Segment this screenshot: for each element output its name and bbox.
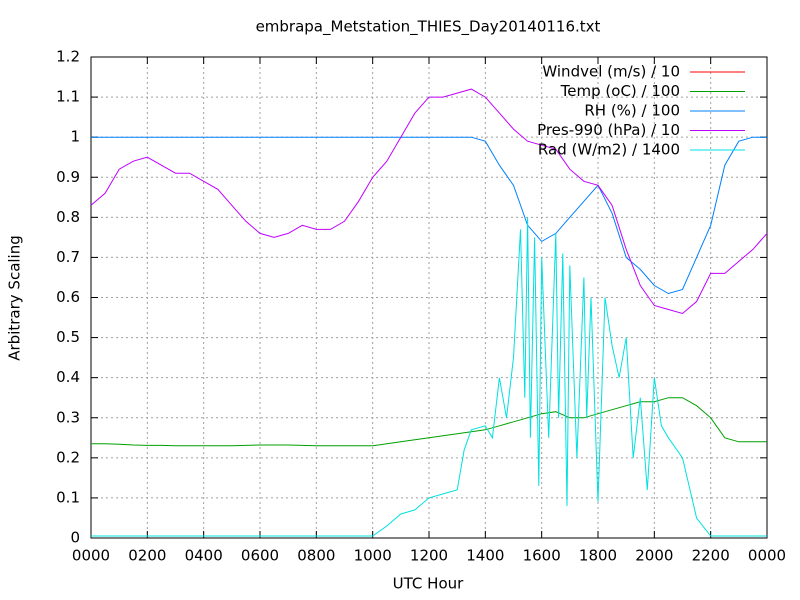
series-line: [91, 217, 767, 537]
x-axis-label: UTC Hour: [393, 575, 464, 593]
x-tick-label: 2000: [635, 547, 673, 565]
legend-label: RH (%) / 100: [584, 102, 680, 120]
x-tick-label: 0000: [72, 547, 110, 565]
y-tick-label: 0.7: [56, 248, 80, 266]
y-tick-label: 0.1: [56, 488, 80, 506]
x-tick-label: 0200: [128, 547, 166, 565]
x-tick-label: 0000: [748, 547, 786, 565]
y-tick-label: 1.1: [56, 88, 80, 106]
x-tick-label: 1400: [466, 547, 504, 565]
x-tick-label: 1000: [354, 547, 392, 565]
y-tick-label: 0.3: [56, 408, 80, 426]
y-tick-label: 0.9: [56, 168, 80, 186]
y-axis-label: Arbitrary Scaling: [6, 235, 24, 361]
y-tick-label: 0.5: [56, 328, 80, 346]
legend-label: Temp (oC) / 100: [560, 82, 680, 100]
x-tick-label: 0600: [241, 547, 279, 565]
series-line: [90, 88, 768, 315]
plot-border: [90, 56, 768, 539]
series-line: [91, 136, 767, 295]
x-tick-label: 1800: [579, 547, 617, 565]
legend-label: Pres-990 (hPa) / 10: [537, 121, 680, 139]
legend-label: Rad (W/m2) / 1400: [538, 141, 680, 159]
x-tick-label: 0400: [185, 547, 223, 565]
x-tick-label: 1600: [523, 547, 561, 565]
legend-label: Windvel (m/s) / 10: [542, 63, 680, 81]
x-tick-label: 1200: [410, 547, 448, 565]
x-tick-label: 2200: [692, 547, 730, 565]
y-tick-label: 0.4: [56, 368, 80, 386]
chart-title: embrapa_Metstation_THIES_Day20140116.txt: [256, 18, 601, 37]
x-tick-label: 0800: [297, 547, 335, 565]
y-tick-label: 0.2: [56, 448, 80, 466]
series-line: [91, 397, 767, 447]
y-tick-label: 0: [70, 529, 80, 547]
y-tick-label: 1: [70, 128, 80, 146]
y-tick-label: 0.8: [56, 208, 80, 226]
y-tick-label: 0.6: [56, 288, 80, 306]
y-tick-label: 1.2: [56, 48, 80, 66]
